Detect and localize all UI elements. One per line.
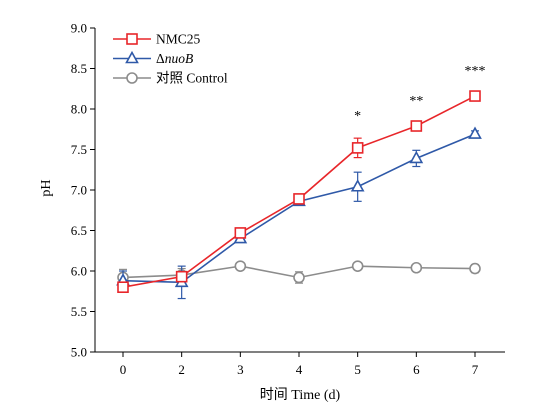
y-tick-label: 7.5 bbox=[71, 142, 87, 157]
data-point bbox=[234, 260, 247, 272]
legend-label: 对照 Control bbox=[156, 71, 228, 86]
y-tick-label: 5.0 bbox=[71, 345, 87, 360]
significance-label: *** bbox=[465, 64, 486, 79]
data-point bbox=[293, 193, 305, 205]
data-point bbox=[468, 126, 482, 139]
y-tick-label: 5.5 bbox=[71, 304, 87, 319]
significance-label: ** bbox=[409, 94, 423, 109]
data-point bbox=[469, 90, 481, 102]
x-tick-label: 4 bbox=[296, 362, 303, 377]
y-tick-label: 9.0 bbox=[71, 21, 87, 36]
data-point bbox=[350, 179, 365, 192]
legend-marker bbox=[125, 50, 139, 64]
significance-label: * bbox=[354, 109, 361, 124]
y-tick-label: 7.0 bbox=[71, 183, 87, 198]
y-tick-label: 8.0 bbox=[71, 102, 87, 117]
y-tick-label: 6.0 bbox=[71, 264, 87, 279]
y-tick-label: 8.5 bbox=[71, 61, 87, 76]
data-point bbox=[175, 270, 188, 283]
series-line bbox=[122, 95, 476, 288]
data-point bbox=[410, 261, 423, 274]
data-point bbox=[234, 227, 247, 239]
y-tick-label: 6.5 bbox=[71, 223, 87, 238]
legend-label: NMC25 bbox=[156, 32, 201, 47]
data-point bbox=[351, 260, 364, 272]
legend-marker bbox=[126, 72, 138, 84]
x-tick-label: 6 bbox=[413, 362, 420, 377]
legend-label: ΔnuoB bbox=[156, 51, 193, 66]
x-tick-label: 0 bbox=[120, 362, 127, 377]
data-point bbox=[351, 142, 364, 154]
x-tick-label: 5 bbox=[354, 362, 361, 377]
data-point bbox=[469, 262, 481, 275]
x-tick-label: 7 bbox=[472, 362, 479, 377]
data-point bbox=[409, 150, 424, 164]
data-point bbox=[293, 271, 305, 284]
data-point bbox=[117, 281, 129, 294]
legend-marker bbox=[126, 33, 138, 45]
series-line bbox=[122, 133, 476, 284]
x-tick-label: 2 bbox=[178, 362, 185, 377]
y-axis-title: pH bbox=[39, 179, 54, 196]
x-tick-label: 3 bbox=[237, 362, 244, 377]
data-point bbox=[410, 120, 423, 132]
x-axis-title: 时间 Time (d) bbox=[260, 387, 341, 403]
